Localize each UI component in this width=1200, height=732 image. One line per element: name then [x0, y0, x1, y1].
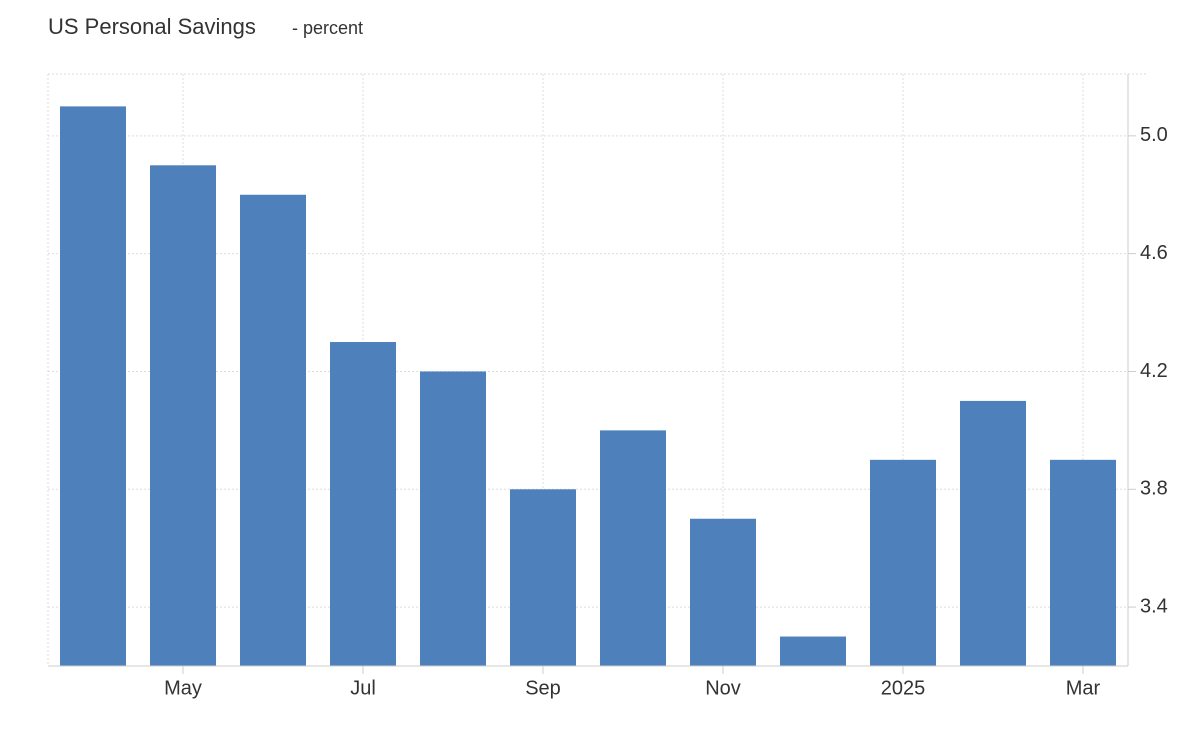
chart-title: US Personal Savings — [48, 14, 256, 39]
x-tick-label: May — [164, 677, 202, 699]
y-tick-label: 4.2 — [1140, 360, 1168, 382]
bar — [60, 106, 126, 666]
x-tick-label: 2025 — [881, 677, 926, 699]
x-tick-label: Sep — [525, 677, 561, 699]
x-tick-label: Nov — [705, 677, 741, 699]
chart-subtitle: - percent — [292, 18, 363, 38]
bar — [1050, 459, 1116, 666]
x-tick-label: Jul — [350, 677, 376, 699]
y-tick-label: 4.6 — [1140, 242, 1168, 264]
bar — [240, 194, 306, 666]
bar — [960, 400, 1026, 666]
bar — [780, 636, 846, 666]
bar — [510, 489, 576, 666]
bar — [600, 430, 666, 666]
bar — [690, 518, 756, 666]
bar — [420, 371, 486, 666]
bar — [330, 342, 396, 666]
y-tick-label: 5.0 — [1140, 124, 1168, 146]
y-tick-label: 3.4 — [1140, 595, 1168, 617]
x-tick-label: Mar — [1066, 677, 1101, 699]
bar — [870, 459, 936, 666]
bar — [150, 165, 216, 667]
y-tick-label: 3.8 — [1140, 478, 1168, 500]
